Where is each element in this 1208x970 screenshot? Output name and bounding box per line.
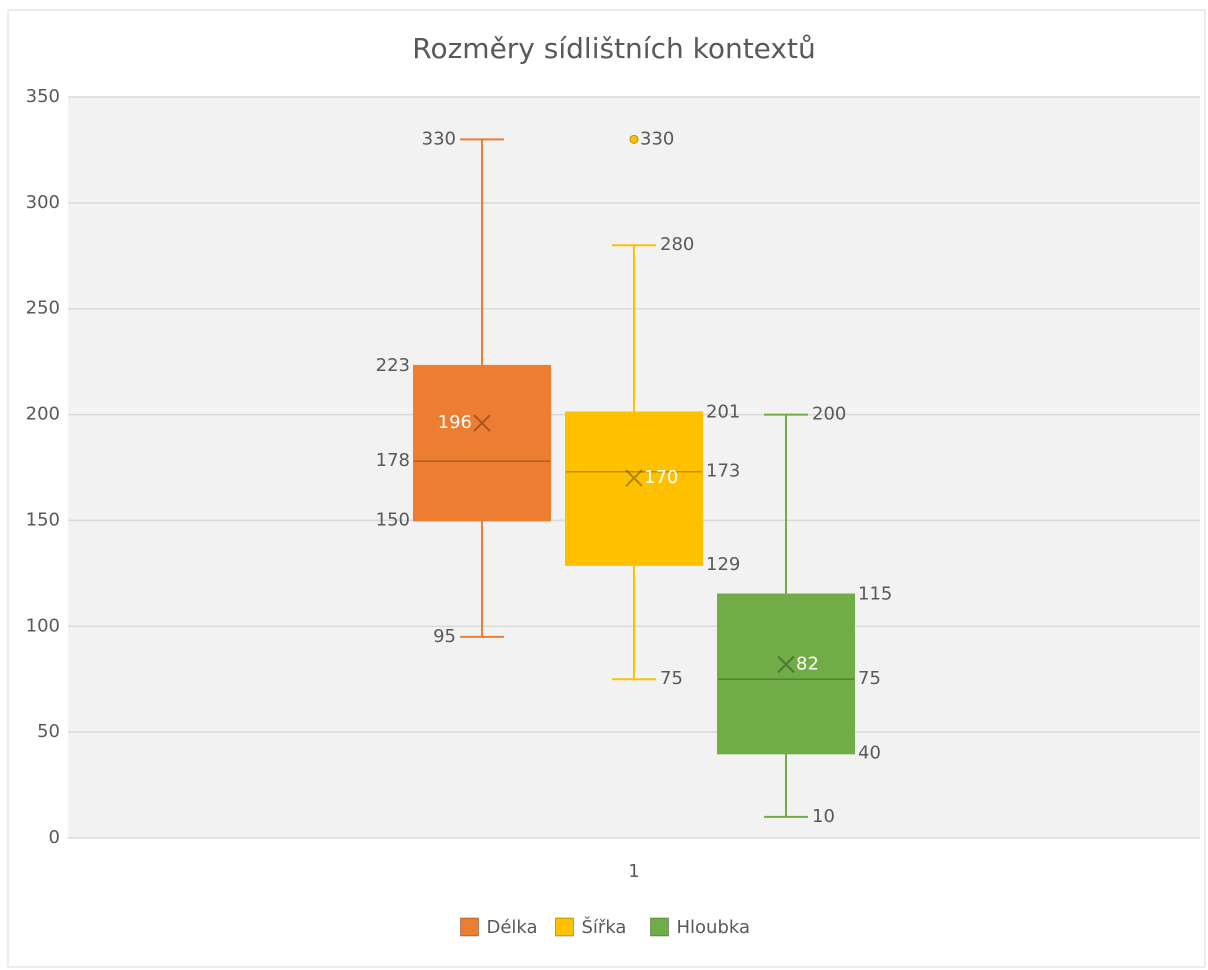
data-label: 280	[660, 234, 694, 255]
data-label: 40	[858, 742, 881, 763]
data-label: 330	[640, 128, 674, 149]
data-label: 75	[660, 668, 683, 689]
data-label: 170	[644, 467, 678, 488]
mean-marker	[473, 414, 491, 432]
mean-marker	[625, 469, 643, 487]
data-label: 150	[376, 509, 410, 530]
data-label: 173	[706, 461, 740, 482]
y-tick-label: 100	[26, 615, 60, 636]
data-label: 200	[812, 404, 846, 425]
x-tick-label: 1	[628, 861, 639, 882]
data-label: 129	[706, 554, 740, 575]
legend-swatch	[555, 917, 574, 937]
data-label: 115	[858, 584, 892, 605]
data-label: 75	[858, 668, 881, 689]
data-label: 330	[422, 128, 456, 149]
data-label: 223	[376, 355, 410, 376]
data-label: 196	[438, 412, 472, 433]
box	[413, 364, 551, 522]
outlier	[629, 134, 639, 144]
mean-marker	[777, 655, 795, 674]
y-tick-label: 300	[26, 192, 60, 213]
data-label: 201	[706, 401, 740, 422]
data-label: 82	[796, 653, 819, 674]
legend-label: Šířka	[582, 916, 627, 938]
data-label: 95	[433, 626, 456, 647]
legend-swatch	[460, 917, 479, 937]
y-tick-label: 350	[26, 86, 60, 107]
legend-swatch	[650, 917, 669, 937]
data-label: 10	[812, 806, 835, 827]
box	[717, 593, 855, 755]
y-tick-label: 250	[26, 298, 60, 319]
box	[565, 411, 703, 566]
y-tick-label: 150	[26, 509, 60, 530]
data-label: 178	[376, 450, 410, 471]
y-tick-label: 200	[26, 404, 60, 425]
chart-title: Rozměry sídlištních kontextů	[412, 32, 815, 65]
y-tick-label: 0	[49, 827, 60, 848]
legend-label: Hloubka	[677, 917, 751, 938]
y-tick-label: 50	[37, 721, 60, 742]
legend-label: Délka	[487, 917, 538, 938]
